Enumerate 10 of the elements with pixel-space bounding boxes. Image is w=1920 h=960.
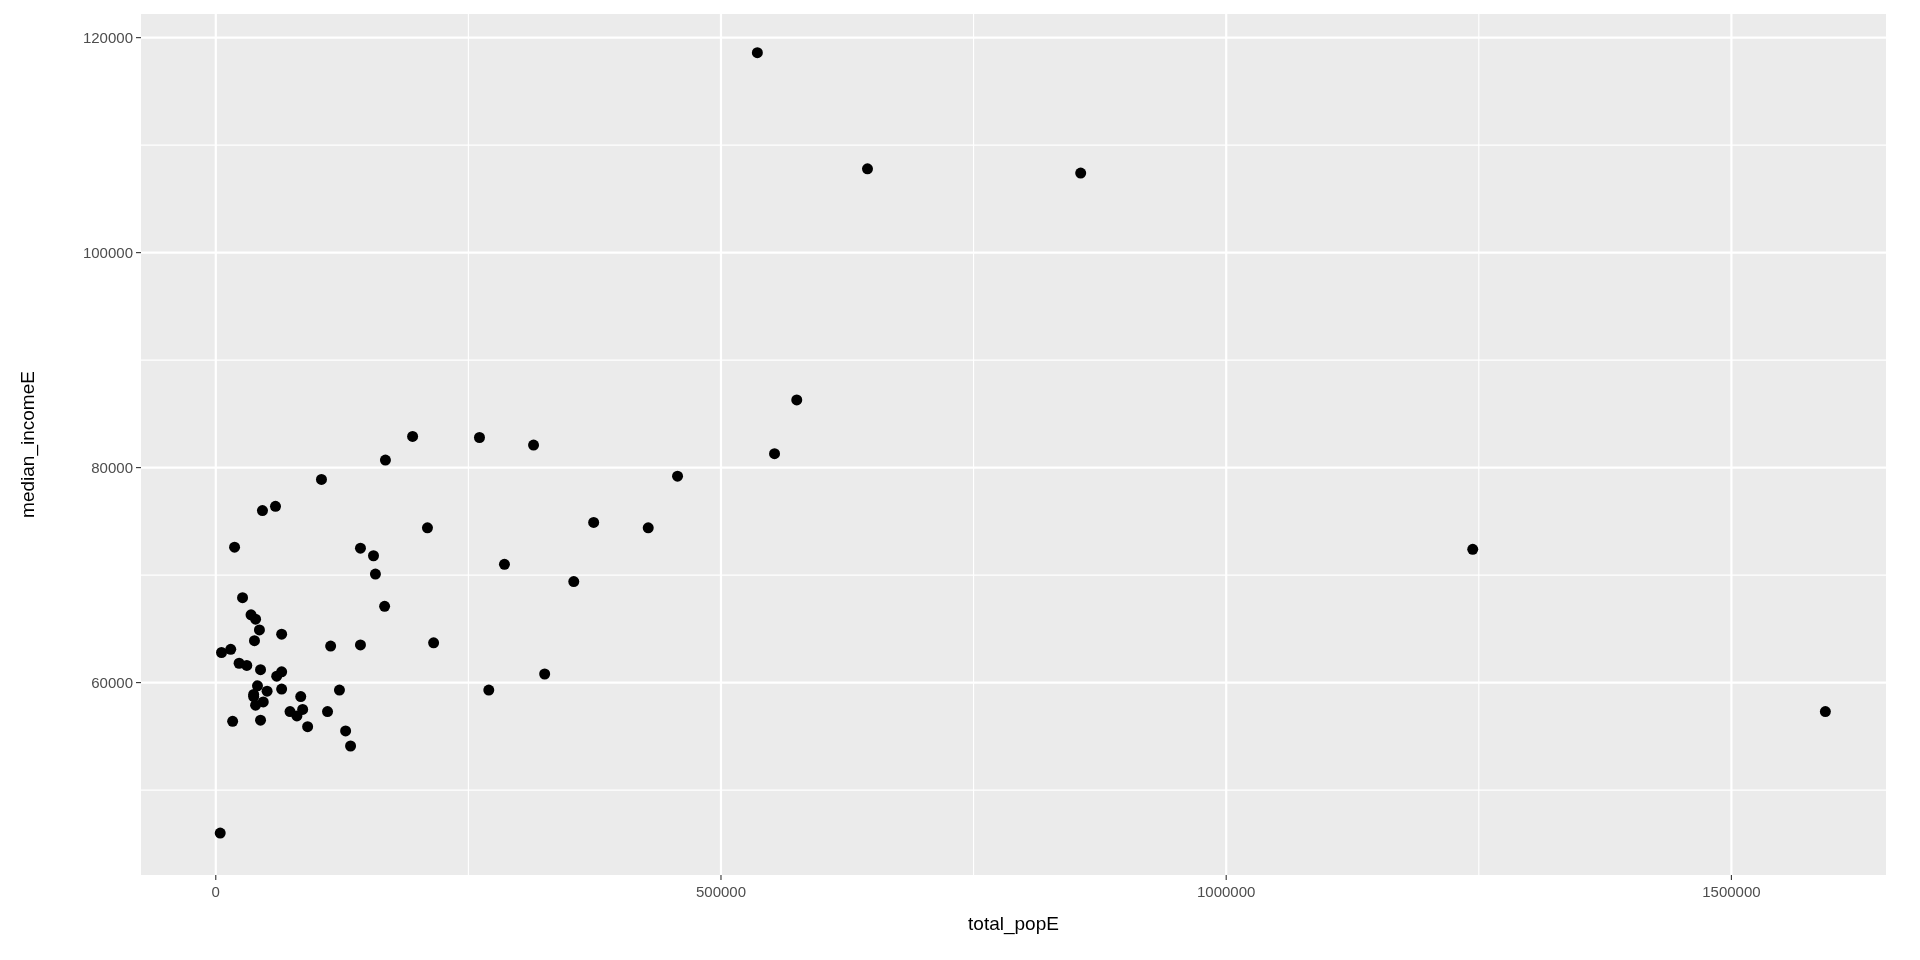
- x-tick-label: 1500000: [1702, 883, 1761, 900]
- y-axis-title: median_incomeE: [17, 371, 39, 518]
- y-tick-label: 60000: [91, 673, 133, 691]
- x-tick-label: 500000: [695, 883, 747, 900]
- y-tick-label: 120000: [82, 28, 133, 46]
- y-tick-label: 80000: [91, 458, 133, 476]
- x-tick-label: 1000000: [1196, 883, 1256, 900]
- x-axis-title: total_popE: [968, 913, 1059, 935]
- y-tick-label: 100000: [82, 243, 133, 261]
- x-tick-label: 0: [211, 883, 220, 900]
